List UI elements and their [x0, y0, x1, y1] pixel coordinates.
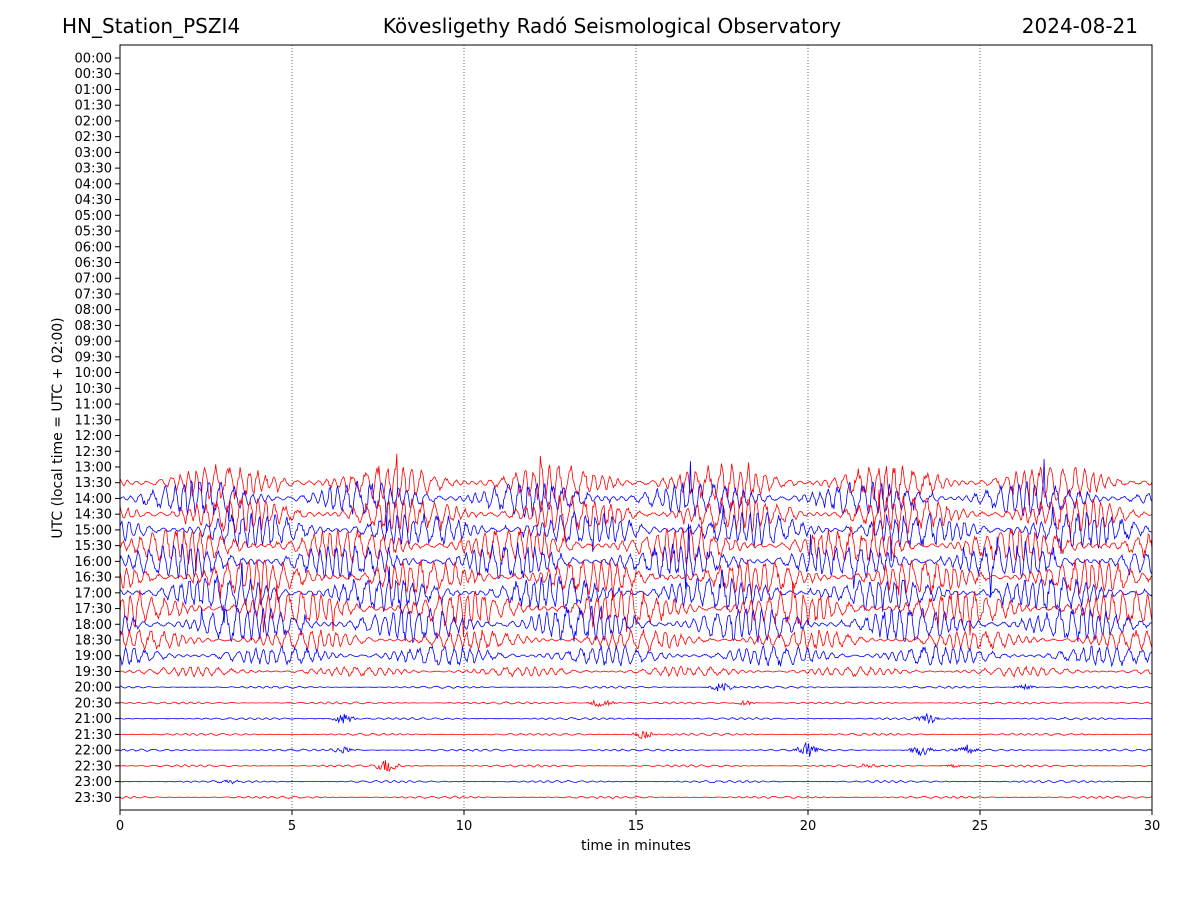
x-tick-label: 5: [288, 819, 296, 834]
y-tick-label: 23:00: [75, 775, 112, 790]
y-tick-label: 21:30: [75, 728, 112, 743]
trace-2300: [119, 779, 1153, 785]
y-tick-label: 22:30: [75, 759, 112, 774]
y-tick-label: 16:30: [75, 571, 112, 586]
y-tick-label: 10:30: [75, 382, 112, 397]
trace-2100: [119, 713, 1153, 725]
y-tick-label: 11:30: [75, 413, 112, 428]
y-tick-label: 03:00: [75, 146, 112, 161]
y-tick-label: 19:00: [75, 649, 112, 664]
x-tick-label: 10: [456, 819, 473, 834]
y-tick-label: 06:00: [75, 240, 112, 255]
x-tick-label: 15: [628, 819, 645, 834]
y-tick-label: 14:30: [75, 508, 112, 523]
trace-2030: [119, 699, 1153, 707]
y-tick-label: 09:30: [75, 350, 112, 365]
y-tick-label: 13:00: [75, 460, 112, 475]
trace-1400: [119, 458, 1153, 534]
y-tick-label: 01:00: [75, 83, 112, 98]
x-tick-label: 20: [800, 819, 817, 834]
y-tick-label: 08:30: [75, 319, 112, 334]
y-tick-label: 05:30: [75, 225, 112, 240]
x-tick-label: 25: [972, 819, 989, 834]
y-axis-label: UTC (local time = UTC + 02:00): [50, 317, 66, 538]
y-tick-label: 15:30: [75, 539, 112, 554]
trace-1930: [119, 665, 1152, 678]
x-tick-label: 30: [1144, 819, 1161, 834]
y-tick-label: 11:00: [75, 398, 112, 413]
y-tick-label: 12:30: [75, 445, 112, 460]
y-tick-label: 22:00: [75, 744, 112, 759]
y-tick-label: 09:00: [75, 335, 112, 350]
plot-frame: [119, 44, 1153, 811]
station-name: HN_Station_PSZI4: [62, 14, 241, 38]
y-tick-label: 00:00: [75, 52, 112, 67]
trace-2330: [119, 795, 1153, 800]
y-tick-label: 12:00: [75, 429, 112, 444]
grid-layer: [291, 45, 981, 810]
y-tick-label: 02:30: [75, 130, 112, 145]
y-tick-label: 07:30: [75, 287, 112, 302]
trace-1530: [119, 520, 1153, 572]
y-tick-label: 04:00: [75, 177, 112, 192]
y-tick-label: 17:00: [75, 586, 112, 601]
y-tick-label: 03:30: [75, 162, 112, 177]
y-tick-label: 20:00: [75, 681, 112, 696]
chart-date: 2024-08-21: [1021, 14, 1138, 38]
y-tick-label: 20:30: [75, 696, 112, 711]
y-tick-label: 13:30: [75, 476, 112, 491]
chart-title: Kövesligethy Radó Seismological Observat…: [382, 14, 842, 38]
y-tick-label: 16:00: [75, 555, 112, 570]
trace-layer: [119, 453, 1153, 800]
y-tick-label: 17:30: [75, 602, 112, 617]
y-tick-label: 07:00: [75, 272, 112, 287]
x-axis-label: time in minutes: [581, 838, 691, 854]
trace-1600: [119, 523, 1153, 598]
y-tick-label: 04:30: [75, 193, 112, 208]
y-tick-label: 08:00: [75, 303, 112, 318]
y-tick-label: 10:00: [75, 366, 112, 381]
y-tick-label: 06:30: [75, 256, 112, 271]
y-tick-label: 19:30: [75, 665, 112, 680]
trace-1900: [119, 644, 1153, 668]
y-tick-label: 23:30: [75, 791, 112, 806]
x-tick-label: 0: [116, 819, 124, 834]
y-tick-label: 21:00: [75, 712, 112, 727]
x-axis: 0 5 10 15 20 25 30: [116, 810, 1160, 834]
y-tick-label: 18:30: [75, 634, 112, 649]
y-tick-label: 18:00: [75, 618, 112, 633]
y-tick-label: 14:00: [75, 492, 112, 507]
y-axis: 00:0000:3001:0001:3002:0002:3003:0003:30…: [75, 52, 120, 806]
y-tick-label: 02:00: [75, 114, 112, 129]
trace-2130: [119, 731, 1153, 739]
y-tick-label: 05:00: [75, 209, 112, 224]
y-tick-label: 00:30: [75, 67, 112, 82]
y-tick-label: 01:30: [75, 99, 112, 114]
y-tick-label: 15:00: [75, 523, 112, 538]
